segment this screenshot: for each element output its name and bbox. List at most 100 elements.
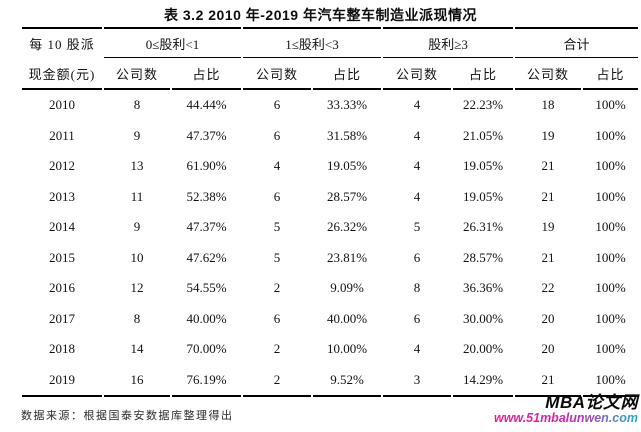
table-row: 2018 14 70.00% 2 10.00% 4 20.00% 20 100% <box>22 334 638 365</box>
value-cell: 33.33% <box>326 97 368 113</box>
year-cell: 2015 <box>49 249 75 265</box>
value-cell: 52.38% <box>186 188 227 204</box>
dividend-table: 每 10 股派 0≤股利<1 1≤股利<3 股利≥3 合计 现金额(元) 公司数… <box>20 27 640 397</box>
value-cell: 47.37% <box>186 219 227 235</box>
group-header-row: 每 10 股派 0≤股利<1 1≤股利<3 股利≥3 合计 <box>22 27 639 58</box>
value-cell: 31.58% <box>326 127 368 143</box>
value-cell: 11 <box>130 188 144 204</box>
value-cell: 21 <box>515 365 582 397</box>
value-cell: 20.00% <box>462 341 504 357</box>
value-cell: 14 <box>130 341 144 357</box>
year-cell: 2011 <box>49 127 75 143</box>
value-cell: 40.00% <box>186 310 227 326</box>
year-cell: 2017 <box>49 310 75 326</box>
year-cell: 2018 <box>49 341 75 357</box>
value-cell: 100% <box>583 365 639 397</box>
col-header-ratio-2: 占比 <box>453 58 514 90</box>
value-cell: 13 <box>130 158 144 174</box>
table-row: 2011 9 47.37% 6 31.58% 4 21.05% 19 100% <box>22 121 638 152</box>
year-cell: 2019 <box>22 365 102 397</box>
value-cell: 5 <box>273 219 281 235</box>
year-cell: 2010 <box>49 97 75 113</box>
value-cell: 6 <box>413 310 421 326</box>
site-watermark: MBA论文网 www.51mbalunwen.com <box>494 393 638 425</box>
value-cell: 100% <box>595 219 626 235</box>
value-cell: 9.52% <box>313 365 381 397</box>
value-cell: 19 <box>541 127 555 143</box>
value-cell: 47.37% <box>186 127 227 143</box>
value-cell: 8 <box>413 280 421 296</box>
value-cell: 2 <box>243 365 311 397</box>
value-cell: 22.23% <box>462 97 504 113</box>
table-title: 表 3.2 2010 年-2019 年汽车整车制造业派现情况 <box>164 7 477 23</box>
value-cell: 19.05% <box>326 158 368 174</box>
group-header-0: 0≤股利<1 <box>104 27 241 58</box>
group-header-1: 1≤股利<3 <box>243 27 381 58</box>
value-cell: 100% <box>595 310 626 326</box>
value-cell: 28.57% <box>462 249 504 265</box>
value-cell: 36.36% <box>462 280 504 296</box>
col-header-companies-0: 公司数 <box>104 58 170 90</box>
value-cell: 76.19% <box>172 365 241 397</box>
value-cell: 4 <box>413 158 421 174</box>
site-url-link[interactable]: www.51mbalunwen.com <box>493 411 638 425</box>
site-name: MBA论文网 <box>545 393 638 412</box>
value-cell: 20 <box>541 341 555 357</box>
sub-header-row: 现金额(元) 公司数 占比 公司数 占比 公司数 占比 公司数 占比 <box>22 58 639 90</box>
value-cell: 22 <box>541 280 555 296</box>
group-header-3: 合计 <box>515 27 639 58</box>
table-row: 2019 16 76.19% 2 9.52% 3 14.29% 21 100% <box>22 365 639 397</box>
row-header-line2: 现金额(元) <box>22 58 102 90</box>
value-cell: 70.00% <box>186 341 227 357</box>
value-cell: 21 <box>541 188 555 204</box>
value-cell: 26.32% <box>326 219 368 235</box>
value-cell: 5 <box>273 249 281 265</box>
value-cell: 4 <box>273 158 281 174</box>
value-cell: 100% <box>595 188 626 204</box>
year-cell: 2012 <box>49 158 75 174</box>
value-cell: 61.90% <box>186 158 227 174</box>
value-cell: 21 <box>541 158 555 174</box>
table-row: 2015 10 47.62% 5 23.81% 6 28.57% 21 100% <box>22 243 638 274</box>
value-cell: 6 <box>273 188 281 204</box>
value-cell: 6 <box>273 97 281 113</box>
value-cell: 100% <box>595 341 626 357</box>
value-cell: 8 <box>133 97 141 113</box>
col-header-ratio-3: 占比 <box>583 58 639 90</box>
value-cell: 47.62% <box>186 249 227 265</box>
value-cell: 6 <box>273 127 281 143</box>
value-cell: 2 <box>273 341 281 357</box>
col-header-companies-1: 公司数 <box>243 58 311 90</box>
value-cell: 4 <box>413 341 421 357</box>
value-cell: 5 <box>413 219 421 235</box>
value-cell: 26.31% <box>462 219 504 235</box>
col-header-ratio-1: 占比 <box>313 58 381 90</box>
value-cell: 40.00% <box>326 310 368 326</box>
value-cell: 28.57% <box>326 188 368 204</box>
value-cell: 12 <box>130 280 144 296</box>
group-header-2: 股利≥3 <box>383 27 514 58</box>
value-cell: 23.81% <box>326 249 368 265</box>
value-cell: 2 <box>273 280 281 296</box>
value-cell: 54.55% <box>186 280 227 296</box>
value-cell: 3 <box>383 365 451 397</box>
year-cell: 2013 <box>49 188 75 204</box>
value-cell: 100% <box>595 249 626 265</box>
value-cell: 30.00% <box>462 310 504 326</box>
col-header-companies-3: 公司数 <box>515 58 582 90</box>
value-cell: 9 <box>133 127 141 143</box>
value-cell: 100% <box>595 97 626 113</box>
value-cell: 10.00% <box>326 341 368 357</box>
value-cell: 6 <box>273 310 281 326</box>
value-cell: 100% <box>595 127 626 143</box>
value-cell: 4 <box>413 127 421 143</box>
value-cell: 9.09% <box>330 280 364 296</box>
value-cell: 4 <box>413 188 421 204</box>
data-source-note: 数据来源：根据国泰安数据库整理得出 <box>21 410 234 422</box>
value-cell: 10 <box>130 249 144 265</box>
value-cell: 100% <box>595 280 626 296</box>
col-header-ratio-0: 占比 <box>172 58 241 90</box>
table-row: 2012 13 61.90% 4 19.05% 4 19.05% 21 100% <box>22 151 638 182</box>
value-cell: 18 <box>541 97 555 113</box>
